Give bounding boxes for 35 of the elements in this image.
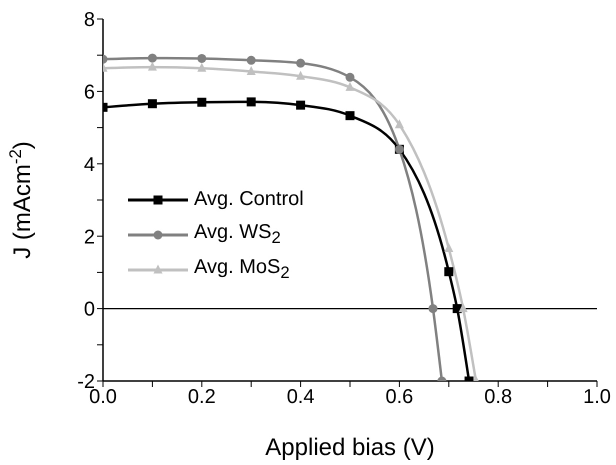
y-tick-label: 2: [84, 226, 95, 248]
legend-label: Avg. Control: [194, 188, 304, 211]
point: [346, 111, 354, 120]
point: [246, 56, 256, 65]
point: [394, 119, 404, 128]
point: [148, 54, 157, 63]
x-tick-label: 1.0: [583, 386, 611, 408]
x-tick-label: 0.8: [484, 386, 512, 408]
point: [346, 72, 354, 82]
point: [428, 304, 438, 314]
point: [444, 267, 454, 276]
x-tick-label: 0.2: [188, 386, 216, 408]
x-axis-title: Applied bias (V): [265, 434, 435, 461]
point: [296, 70, 306, 80]
x-tick-label: 0.4: [286, 386, 315, 408]
point: [458, 303, 468, 312]
point: [197, 62, 206, 72]
point: [148, 62, 157, 71]
point: [296, 100, 306, 110]
point: [452, 304, 462, 314]
y-tick-label: 8: [84, 9, 95, 32]
point: [148, 99, 157, 108]
point: [346, 82, 354, 91]
point: [444, 243, 454, 252]
point: [197, 54, 206, 63]
legend-label: Avg. MoS$_{2}$: [194, 256, 290, 283]
point: [246, 66, 256, 75]
point: [197, 98, 206, 107]
y-tick-label: 0: [84, 298, 95, 321]
y-tick-label: 4: [84, 154, 95, 176]
point: [246, 97, 256, 106]
legend-label: Avg. WS$_{2}$: [194, 221, 281, 248]
x-tick-label: 0.6: [385, 386, 414, 408]
y-tick-label: 6: [84, 82, 95, 104]
point: [296, 58, 306, 68]
